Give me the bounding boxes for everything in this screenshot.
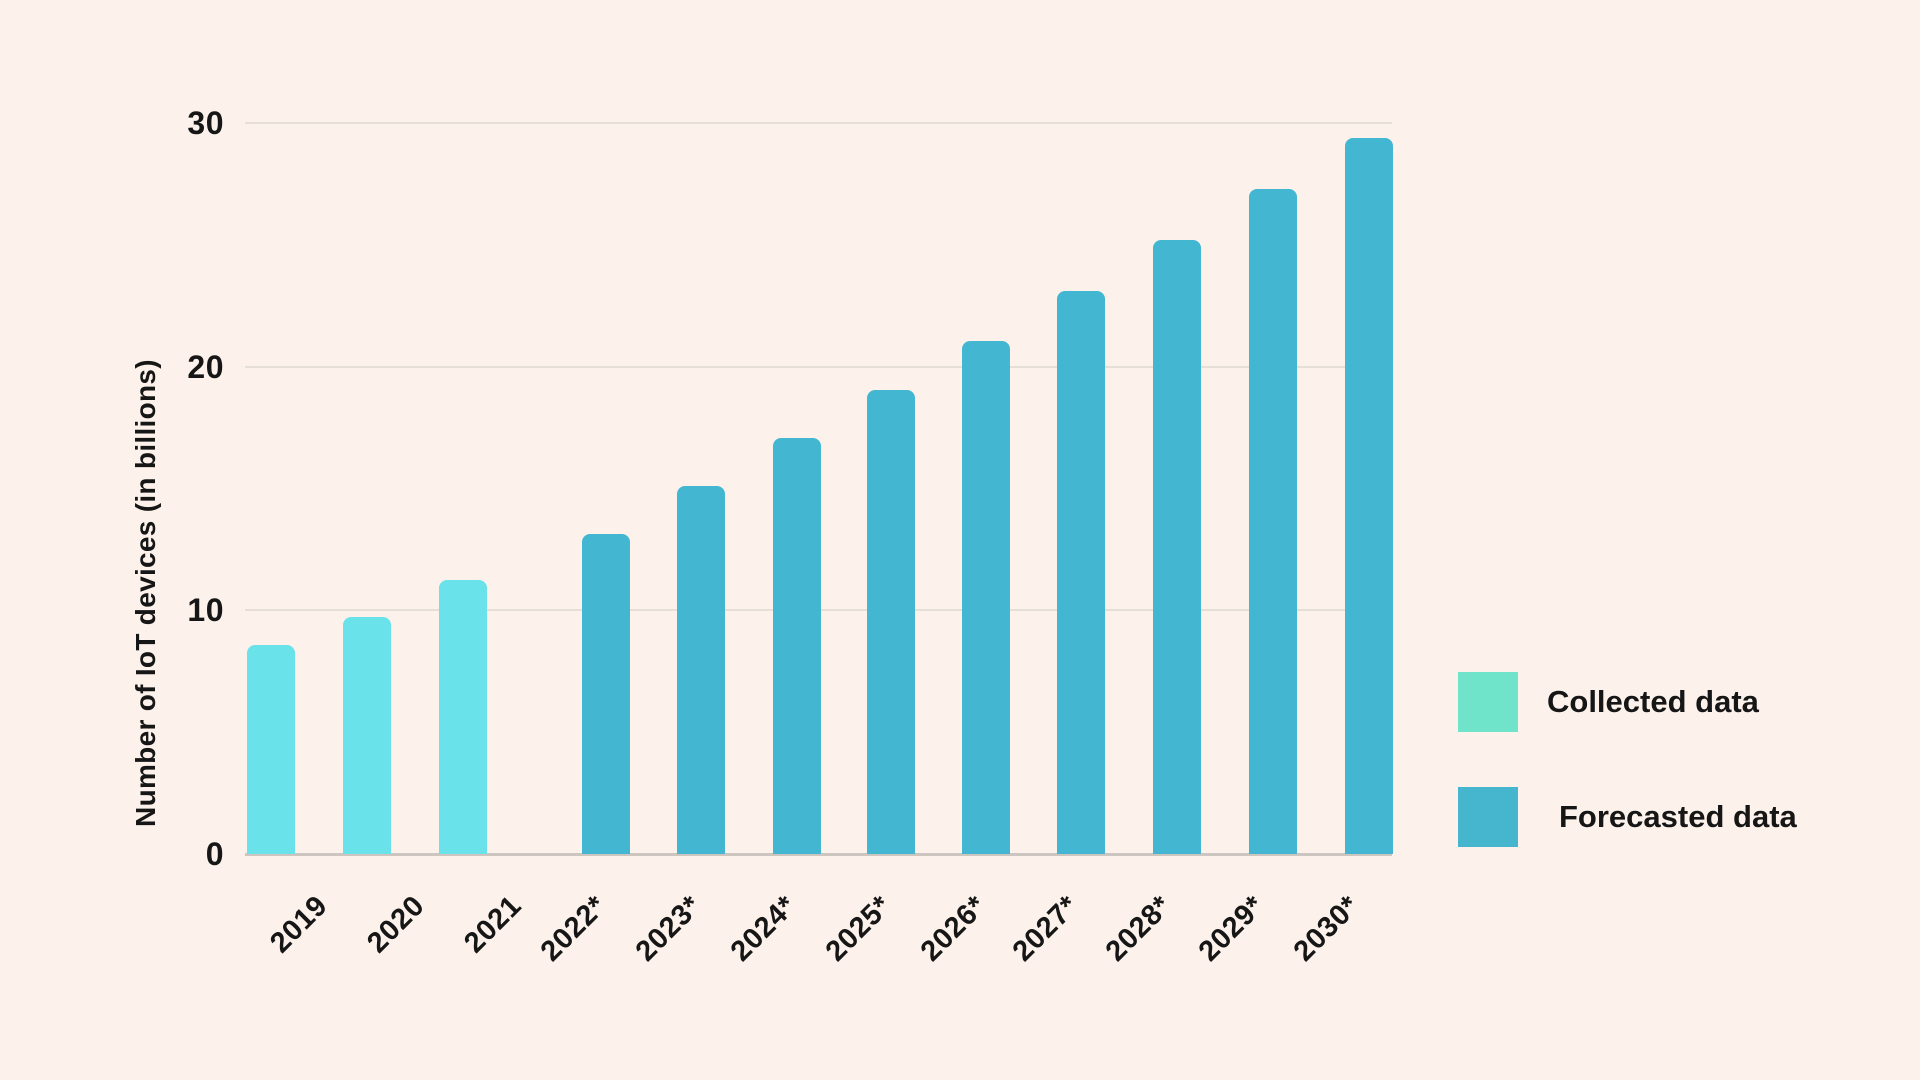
bar-2019 [247, 644, 295, 855]
legend-label-forecasted: Forecasted data [1559, 799, 1797, 834]
legend-swatch-collected [1458, 672, 1518, 732]
y-tick-label-10: 10 [187, 592, 224, 629]
x-tick-label-2019: 2019 [264, 889, 335, 960]
x-tick-label-2020: 2020 [361, 889, 432, 960]
legend-label-collected: Collected data [1547, 684, 1759, 719]
y-tick-label-0: 0 [205, 836, 224, 872]
legend-item-forecasted-data: Forecasted data [1458, 787, 1797, 847]
bar-2024 [772, 438, 821, 855]
bar-2022 [582, 534, 630, 855]
bar-2021 [439, 579, 487, 855]
x-tick-label-2028: 2028* [1099, 889, 1178, 968]
bar-2030 [1344, 137, 1393, 855]
y-tick-label-20: 20 [187, 348, 224, 385]
bar-2023 [677, 485, 725, 855]
x-tick-label-2024: 2024* [724, 889, 803, 968]
x-tick-label-2030: 2030* [1287, 889, 1366, 968]
bar-2029 [1248, 189, 1297, 855]
legend-item-collected-data: Collected data [1458, 672, 1759, 732]
x-tick-label-2025: 2025* [819, 889, 898, 968]
y-tick-label-30: 30 [187, 105, 224, 141]
x-tick-label-2023: 2023* [629, 889, 708, 968]
x-axis-line [245, 853, 1392, 856]
bar-2025 [867, 389, 915, 855]
bar-2027 [1057, 290, 1105, 855]
x-tick-label-2026: 2026* [914, 889, 993, 968]
legend-swatch-forecasted [1458, 787, 1518, 847]
gridline-30 [245, 122, 1392, 124]
gridline-20 [245, 365, 1392, 368]
bar-2026 [962, 340, 1010, 855]
bar-2020 [343, 616, 391, 855]
bar-2028 [1152, 240, 1201, 855]
x-tick-label-2021: 2021 [458, 889, 529, 960]
x-tick-label-2027: 2027* [1006, 889, 1085, 968]
x-tick-label-2029: 2029* [1192, 889, 1271, 968]
x-tick-label-2022: 2022* [534, 889, 613, 968]
